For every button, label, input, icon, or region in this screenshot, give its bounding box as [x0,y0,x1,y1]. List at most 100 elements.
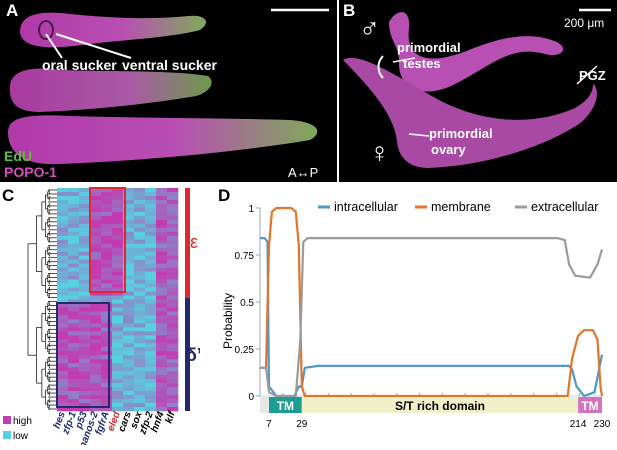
heatmap-cell [90,195,102,201]
heatmap-cell [167,203,179,209]
heatmap-cell [57,383,69,388]
heatmap-cell [90,363,102,368]
heatmap-cell [145,311,157,316]
heatmap-cell [145,207,157,213]
heatmap-cell [57,311,69,316]
heatmap-cell [123,399,135,404]
heatmap-cell [68,331,80,336]
heatmap-cell [145,191,157,197]
heatmap-cell [156,247,168,253]
domain-label-1: S/T rich domain [395,399,485,413]
heatmap-cell [156,259,168,264]
heatmap-cell [112,319,124,324]
heatmap-cell [101,375,113,380]
heatmap-cell [134,191,146,197]
heatmap-cell [134,355,146,360]
heatmap-cell [145,351,157,356]
heatmap-cell [167,323,179,328]
heatmap-cell [68,375,80,380]
heatmap-cell [68,207,80,213]
delta-label: δ’ [186,345,200,365]
heatmap-cell [112,391,124,396]
heatmap-cell [167,227,179,233]
heatmap-cell [79,287,91,292]
heatmap-cell [145,259,157,264]
heatmap-cell [57,227,69,233]
heatmap-cell [112,255,124,260]
heatmap-cell [101,371,113,376]
heatmap-cell [167,315,179,320]
heatmap-cell [68,287,80,292]
heatmap-cell [167,351,179,356]
heatmap-cell [123,263,135,268]
heatmap-cell [101,383,113,388]
heatmap-cell [167,391,179,396]
heatmap-cell [112,383,124,388]
heatmap-cell [134,219,146,225]
heatmap-cell [123,291,135,296]
heatmap-cell [112,251,124,256]
heatmap-cell [68,299,80,304]
heatmap-cell [145,383,157,388]
heatmap-cell [112,203,124,209]
heatmap-cell [90,291,102,296]
heatmap-cell [134,375,146,380]
heatmap-cell [101,367,113,372]
heatmap-cell [134,339,146,344]
heatmap-cell [112,343,124,348]
heatmap-cell [145,251,157,256]
heatmap-cell [101,295,113,300]
heatmap-cell [101,279,113,284]
heatmap-cell [79,383,91,388]
heatmap-cell [79,283,91,288]
heatmap-cell [112,275,124,280]
heatmap-cell [134,227,146,233]
heatmap-cell [134,383,146,388]
heatmap-cell [79,379,91,384]
panel-d: 0 0.25 0.5 0.75 1 TM S/T rich domain TM 7 29 214 2… [210,186,617,445]
heatmap-cell [57,375,69,380]
testes-pointer [392,57,416,63]
heatmap-cell [68,227,80,233]
heatmap-cell [112,188,124,193]
heatmap-cell [145,199,157,205]
heatmap-cell [112,395,124,400]
testes-bracket [377,55,384,79]
heatmap-cell [68,355,80,360]
cluster-box-epsilon [89,187,126,293]
heatmap-cell [123,395,135,400]
heatmap-cell [79,259,91,264]
heatmap-cell [156,331,168,336]
heatmap-cell [112,311,124,316]
heatmap-cell [167,199,179,205]
male-worm [389,12,564,92]
heatmap-cell [57,203,69,209]
heatmap-cell [112,295,124,300]
heatmap-cell [156,311,168,316]
domain-bar-1 [301,397,579,413]
heatmap-cell [123,347,135,352]
delta-bar [185,298,190,411]
heatmap-cell [79,367,91,372]
heatmap-cell [101,291,113,296]
heatmap-cell [134,387,146,392]
heatmap-cell [79,247,91,253]
domain-bar-0 [268,397,302,413]
heatmap-cell [79,207,91,213]
heatmap-cell [90,231,102,237]
heatmap-cell [123,311,135,316]
heatmap-cell [156,387,168,392]
x-tick-label: 214 [570,419,587,430]
heatmap-cell [112,355,124,360]
ovary-label-1: primordial [429,126,493,141]
heatmap-cell [112,363,124,368]
heatmap-cell [123,407,135,412]
heatmap-cell [57,199,69,205]
heatmap-cell [123,387,135,392]
heatmap-cell [112,291,124,296]
heatmap-cell [167,339,179,344]
heatmap-cell [68,195,80,201]
heatmap-cell [79,215,91,221]
heatmap-cell [123,379,135,384]
heatmap-cell [57,247,69,253]
